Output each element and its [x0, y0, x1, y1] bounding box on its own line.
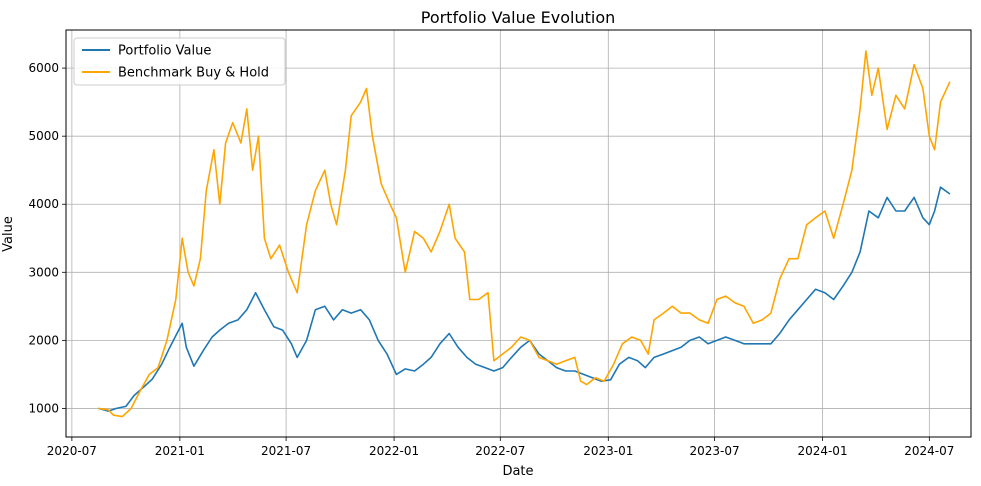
- plot-frame: [65, 29, 972, 438]
- y-tick-label: 1000: [28, 401, 59, 415]
- x-tick-label: 2022-07: [475, 444, 525, 458]
- x-tick-label: 2020-07: [47, 444, 97, 458]
- x-tick-label: 2021-01: [155, 444, 205, 458]
- legend: Portfolio Value Benchmark Buy & Hold: [73, 37, 286, 86]
- x-axis: 2020-07 2021-01 2021-07 2022-01 2022-07 2023-…: [47, 437, 954, 458]
- y-tick-label: 3000: [28, 265, 59, 279]
- x-tick-label: 2021-07: [261, 444, 311, 458]
- y-tick-label: 6000: [28, 61, 59, 75]
- y-tick-label: 4000: [28, 197, 59, 211]
- y-tick-label: 2000: [28, 333, 59, 347]
- series-lines: [98, 50, 951, 418]
- legend-label: Portfolio Value: [118, 44, 211, 59]
- x-tick-label: 2024-01: [797, 444, 847, 458]
- chart-title: Portfolio Value Evolution: [421, 8, 616, 27]
- x-tick-label: 2023-01: [583, 444, 633, 458]
- series-line-benchmark-buy-hold: [98, 50, 951, 418]
- x-tick-label: 2024-07: [904, 444, 954, 458]
- y-axis: 1000 2000 3000 4000 5000 6000: [28, 61, 66, 415]
- y-axis-label: Value: [1, 216, 16, 252]
- x-tick-label: 2022-01: [369, 444, 419, 458]
- legend-label: Benchmark Buy & Hold: [118, 66, 269, 81]
- series-line-portfolio-value: [98, 186, 951, 412]
- x-axis-label: Date: [502, 464, 533, 479]
- legend-box: [73, 37, 286, 86]
- y-tick-label: 5000: [28, 129, 59, 143]
- x-tick-label: 2023-07: [689, 444, 739, 458]
